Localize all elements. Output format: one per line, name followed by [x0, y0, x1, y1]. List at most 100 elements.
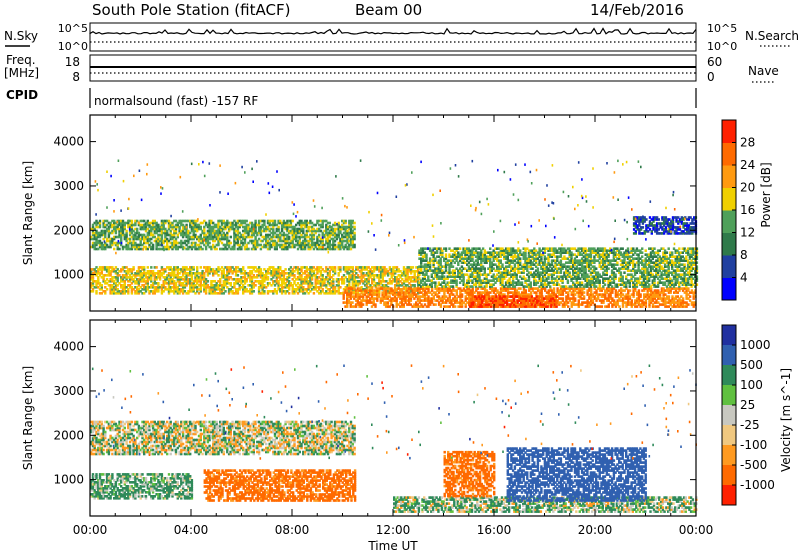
- range-time-cell: [635, 297, 639, 300]
- range-time-cell: [616, 291, 619, 294]
- range-time-cell: [402, 297, 405, 300]
- range-time-cell: [137, 237, 141, 241]
- range-time-cell: [411, 280, 415, 283]
- range-time-cell: [164, 237, 167, 241]
- range-time-cell: [137, 247, 141, 251]
- range-time-cell: [219, 290, 222, 293]
- range-time-cell: [268, 227, 271, 231]
- range-time-cell: [678, 232, 682, 235]
- range-time-cell: [189, 219, 192, 223]
- range-time-cell: [349, 303, 352, 306]
- range-time-cell: [399, 291, 402, 294]
- range-time-cell: [418, 273, 421, 276]
- range-time-cell: [95, 241, 98, 245]
- range-time-cell: [150, 274, 153, 277]
- range-time-cell: [344, 239, 347, 243]
- range-time-cell: [362, 266, 365, 269]
- range-time-cell: [280, 221, 284, 225]
- range-time-cell: [335, 235, 339, 239]
- range-time-cell: [437, 295, 441, 298]
- range-time-cell: [192, 227, 195, 231]
- range-time-cell: [527, 295, 530, 298]
- range-time-cell: [651, 305, 655, 308]
- range-time-cell: [185, 235, 188, 239]
- range-time-cell: [416, 289, 420, 292]
- range-time-cell: [167, 245, 171, 249]
- range-time-cell: [584, 301, 587, 304]
- range-time-cell: [150, 266, 153, 269]
- range-time-cell: [288, 272, 291, 275]
- range-time-cell: [407, 293, 411, 296]
- range-time-cell: [472, 303, 475, 306]
- range-time-cell: [213, 231, 217, 235]
- range-time-cell: [123, 274, 126, 277]
- range-time-cell: [201, 241, 204, 245]
- range-time-cell: [423, 265, 426, 268]
- range-time-cell: [300, 235, 303, 239]
- range-time-cell: [325, 276, 328, 279]
- range-time-cell: [107, 221, 111, 225]
- range-time-cell: [670, 228, 673, 231]
- range-time-cell: [185, 282, 188, 285]
- range-time-cell: [288, 235, 291, 239]
- range-time-cell: [420, 249, 423, 252]
- range-time-cell: [279, 237, 282, 241]
- range-time-cell: [199, 245, 202, 249]
- range-time-cell: [98, 223, 102, 227]
- range-time-cell: [303, 219, 307, 223]
- range-time-cell: [662, 230, 666, 233]
- range-time-cell: [577, 287, 580, 290]
- range-time-cell: [689, 226, 692, 229]
- range-time-cell: [356, 293, 359, 296]
- range-time-cell: [164, 233, 167, 237]
- range-time-cell: [432, 281, 435, 284]
- range-time-cell: [252, 243, 255, 247]
- range-time-cell: [204, 292, 208, 295]
- range-time-cell: [437, 287, 441, 290]
- range-time-cell: [141, 280, 144, 283]
- range-time-cell: [533, 291, 536, 294]
- range-time-cell: [192, 229, 195, 233]
- range-time-cell: [173, 288, 176, 291]
- range-time-cell: [144, 241, 148, 245]
- range-time-cell: [121, 280, 125, 283]
- range-time-cell: [123, 245, 126, 249]
- range-time-cell: [176, 233, 179, 237]
- range-time-cell: [236, 266, 240, 269]
- range-time-cell: [289, 229, 293, 233]
- range-time-cell: [309, 233, 312, 237]
- range-time-cell: [286, 225, 289, 229]
- range-time-cell: [347, 293, 351, 296]
- range-time-cell: [662, 232, 666, 235]
- range-time-cell: [180, 229, 183, 233]
- range-time-cell: [146, 219, 149, 223]
- range-time-cell: [326, 225, 330, 229]
- range-time-cell: [654, 224, 657, 227]
- range-time-cell: [199, 274, 202, 277]
- range-time-cell: [153, 282, 156, 285]
- range-time-cell: [222, 268, 225, 271]
- range-time-cell: [125, 286, 128, 289]
- range-time-cell: [123, 227, 126, 231]
- range-time-cell: [445, 287, 448, 290]
- range-time-cell: [452, 293, 455, 296]
- range-time-cell: [141, 266, 144, 269]
- range-time-cell: [180, 233, 183, 237]
- range-time-cell: [268, 237, 271, 241]
- range-time-cell: [657, 222, 660, 225]
- range-time-cell: [134, 237, 137, 241]
- range-time-cell: [355, 266, 358, 269]
- range-time-cell: [181, 245, 185, 249]
- range-time-cell: [249, 284, 252, 287]
- range-time-cell: [662, 218, 666, 221]
- range-time-cell: [288, 284, 291, 287]
- range-time-cell: [470, 299, 473, 302]
- range-time-cell: [577, 303, 580, 306]
- range-time-cell: [210, 225, 213, 229]
- range-time-cell: [270, 245, 273, 249]
- range-time-cell: [273, 245, 277, 249]
- range-time-cell: [139, 239, 142, 243]
- range-time-cell: [151, 235, 155, 239]
- range-time-cell: [275, 227, 278, 231]
- range-time-cell: [351, 241, 354, 245]
